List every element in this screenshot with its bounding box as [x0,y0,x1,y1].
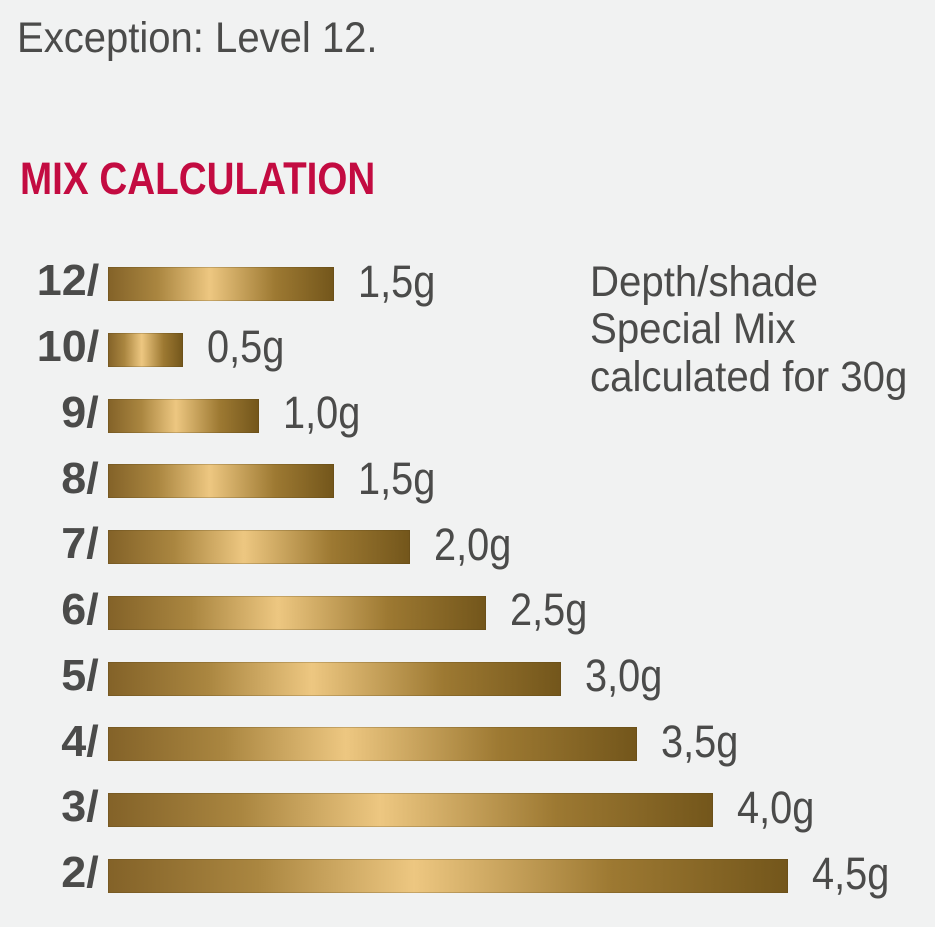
chart-row: 4/ 3,5g [0,719,935,764]
chart-row: 7/ 2,0g [0,522,935,567]
value-label: 4,5g [812,847,890,899]
depth-label: 9/ [61,387,99,437]
chart-row: 3/ 4,0g [0,785,935,830]
value-label: 3,5g [661,715,739,767]
value-label: 3,0g [585,650,663,702]
value-label: 1,5g [358,255,436,307]
annotation-line: Depth/shade [590,257,819,306]
chart-row: 6/ 2,5g [0,587,935,632]
bar [107,398,259,433]
value-label: 0,5g [207,321,285,373]
annotation-line: Special Mix [590,305,796,354]
bar [107,595,486,630]
chart-row: 10/ 0,5g [0,324,935,369]
value-label: 4,0g [736,781,815,833]
annotation-line: calculated for 30g [590,352,908,401]
value-label: 1,0g [282,387,361,439]
depth-label: 3/ [61,782,99,832]
depth-label: 8/ [61,453,99,503]
depth-label: 5/ [61,650,99,700]
depth-label: 7/ [61,519,99,569]
value-label: 2,0g [434,518,512,570]
chart-row: 5/ 3,0g [0,653,935,698]
bar [107,727,638,762]
depth-label: 2/ [61,848,99,898]
bar [107,793,713,828]
depth-label: 12/ [36,256,99,306]
chart-annotation: Depth/shade Special Mix calculated for 3… [590,257,929,402]
bar [107,464,335,499]
depth-label: 6/ [61,585,99,635]
intro-text: Exception: Level 12. [17,13,378,62]
section-title: MIX CALCULATION [20,153,376,205]
bar [107,267,335,301]
value-label: 1,5g [358,452,436,504]
bar [107,661,562,696]
bar [107,859,789,894]
chart-row: 2/ 4,5g [0,851,935,896]
value-label: 2,5g [509,584,588,636]
chart-row: 8/ 1,5g [0,456,935,501]
bar [107,530,411,565]
depth-label: 10/ [36,322,99,372]
chart-row: 12/ 1,5g [0,258,935,303]
depth-label: 4/ [61,716,99,766]
bar [107,332,184,367]
chart-row: 9/ 1,0g [0,390,935,435]
